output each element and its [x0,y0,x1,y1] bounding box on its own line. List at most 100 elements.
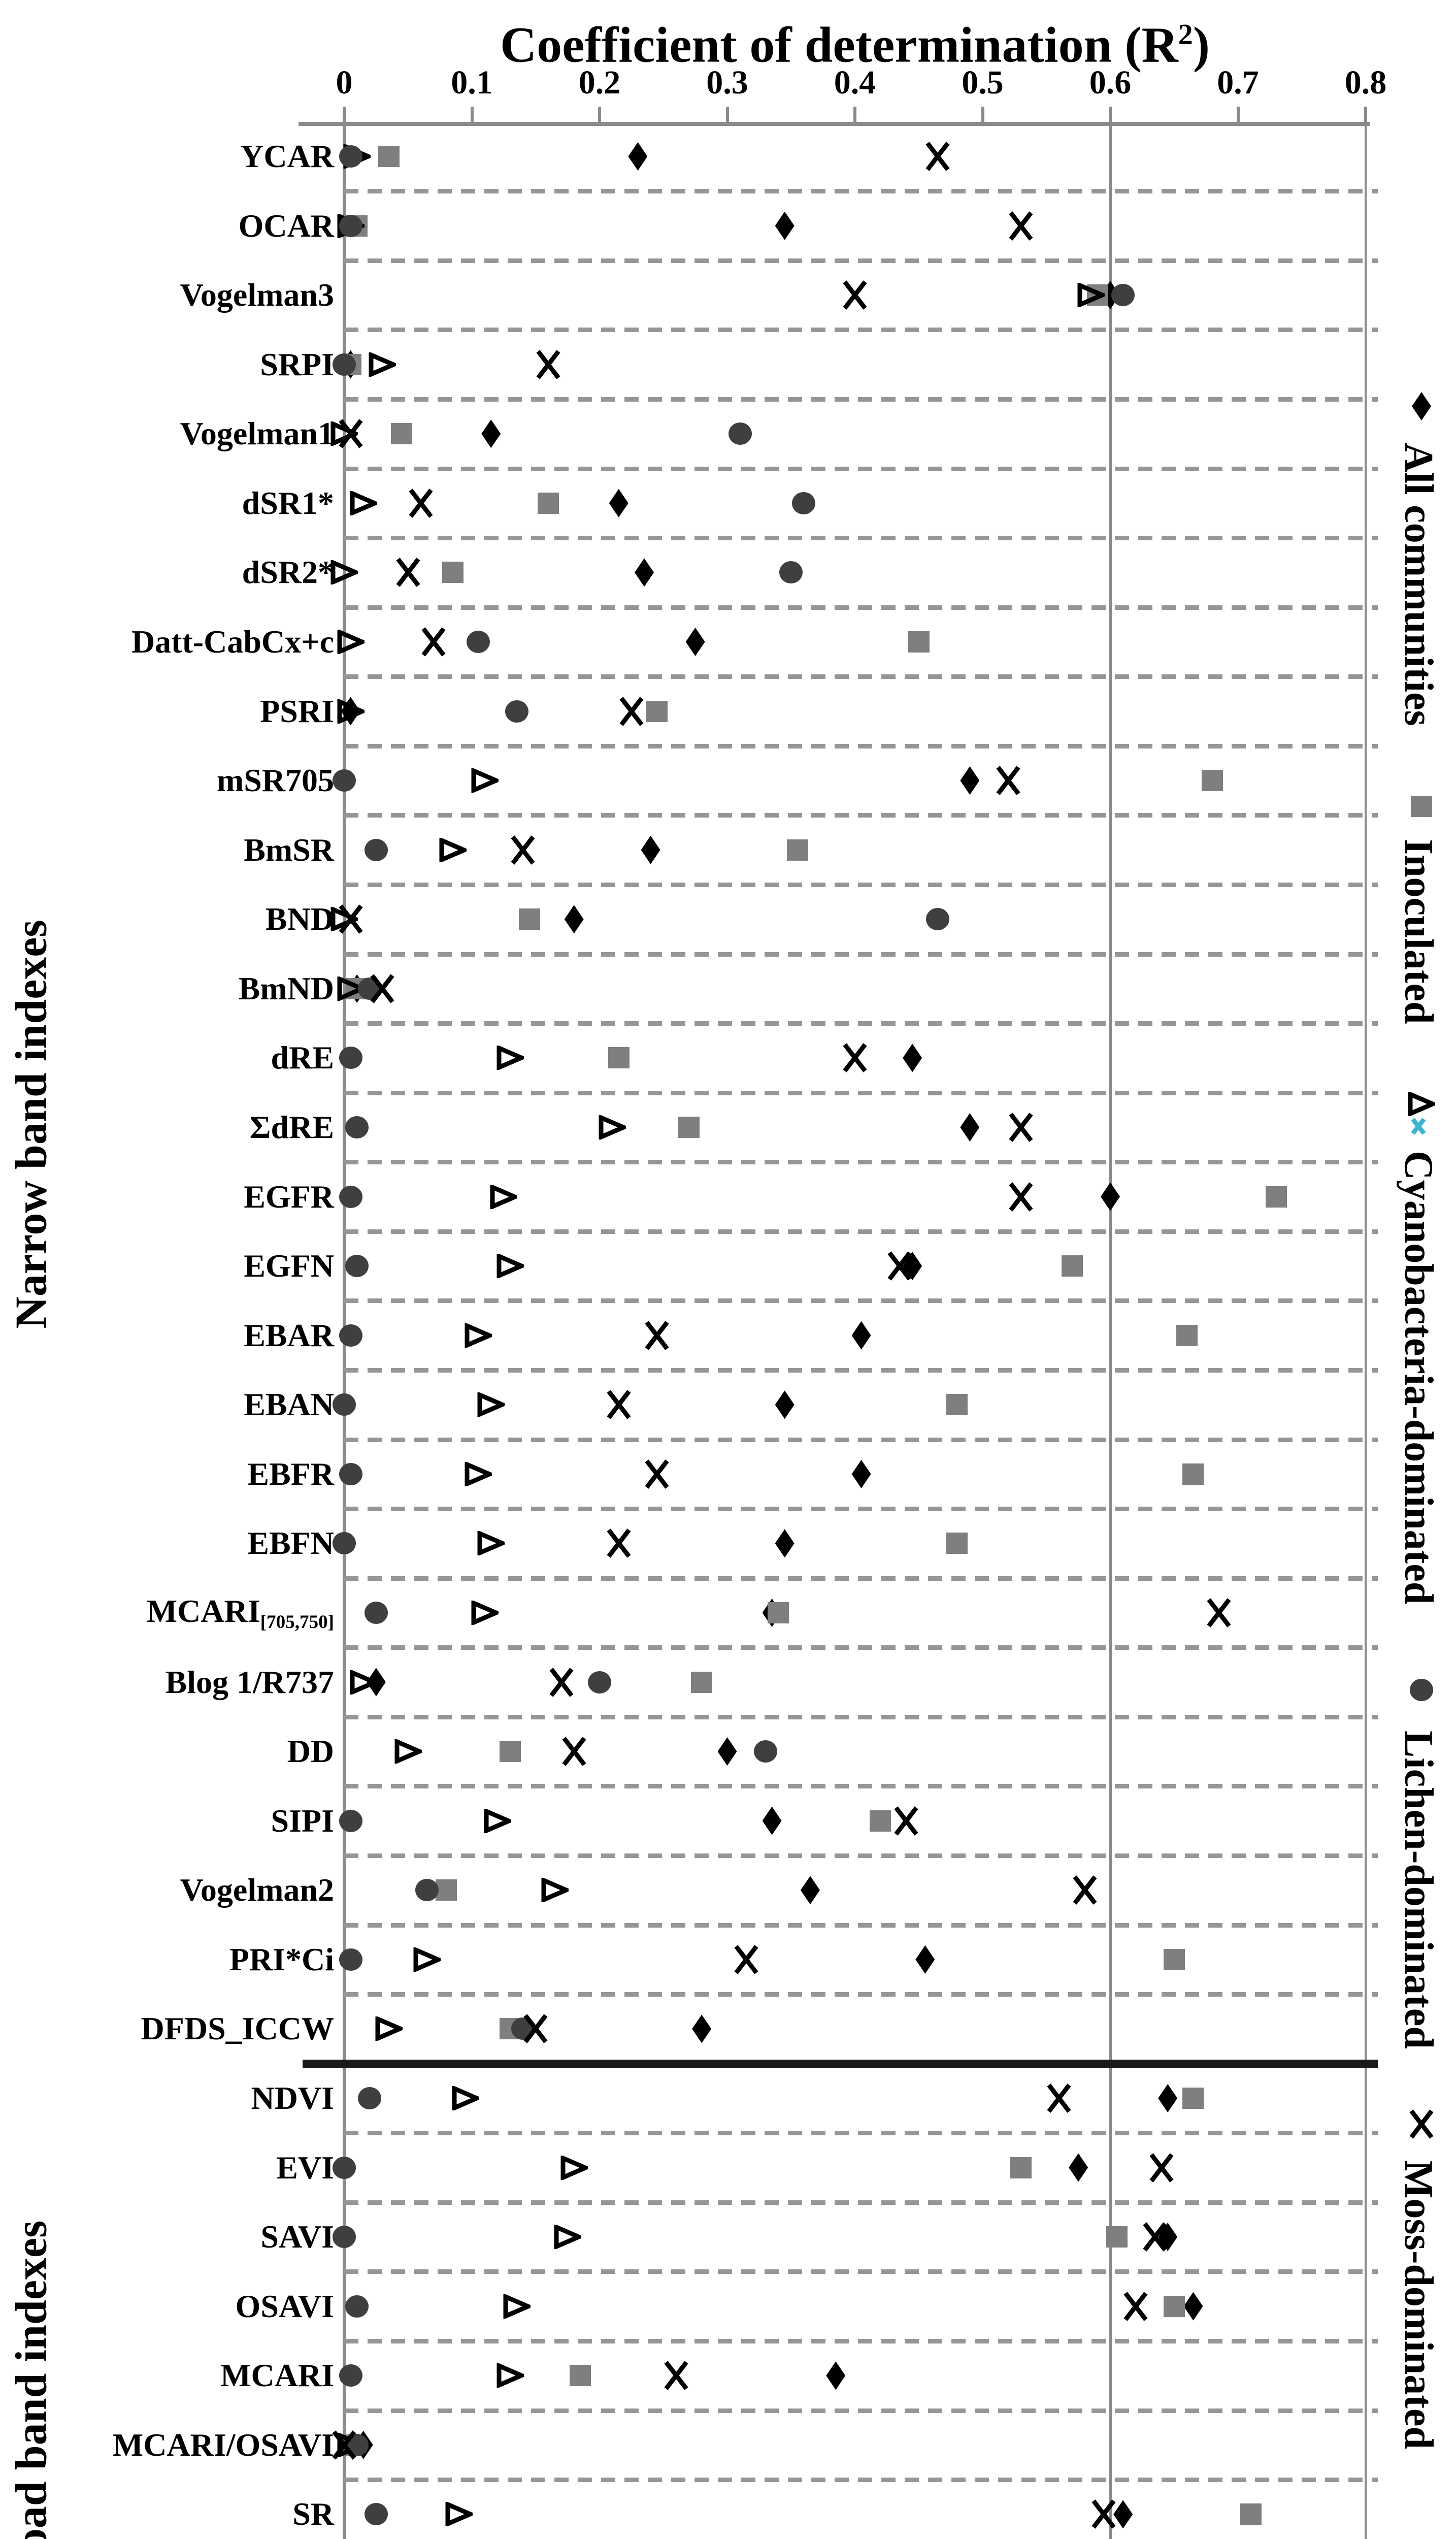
row-separator [344,2131,1378,2136]
data-point-open-triangle-right [497,1046,524,1070]
data-point-circle [364,838,388,861]
row-label: SR [292,2496,334,2532]
row-label: SAVI [260,2219,334,2255]
data-point-circle [358,2087,382,2109]
data-point-circle [339,1047,362,1069]
data-point-open-triangle-right [490,1184,518,1209]
data-point-circle [339,1809,362,1832]
data-point-open-triangle-right [413,1947,441,1972]
legend-label: Inoculated [1396,839,1441,1024]
data-point-x-cross [1072,1875,1098,1905]
data-point-circle [505,700,528,723]
row-label: Blog 1/R737 [165,1664,334,1700]
row-label: ΣdRE [249,1109,334,1145]
data-point-diamond [1158,2084,1178,2112]
row-label: MCARI [220,2357,334,2394]
row-label: EBAR [244,1317,334,1353]
data-point-circle [333,353,356,376]
data-point-square [1106,2226,1128,2248]
row-separator [344,2269,1378,2274]
row-label: mSR705 [216,762,334,799]
data-point-open-triangle-right [541,1878,569,1903]
data-point-square [436,1879,457,1901]
data-point-x-cross [886,1251,913,1281]
row-separator [344,397,1378,402]
narrow-broad-separator [303,2059,1378,2068]
row-separator [344,2478,1378,2483]
row-separator [344,1090,1378,1095]
chart-title-suffix: ) [1193,16,1210,73]
x-axis-tick [598,107,601,123]
x-axis-tick [725,107,729,123]
row-separator [344,1784,1378,1789]
row-label: NDVI [251,2079,334,2116]
data-point-x-cross [606,1390,632,1419]
row-separator [344,1923,1378,1928]
data-point-diamond [960,1113,980,1142]
data-point-square [1182,2087,1204,2109]
row-separator [344,1298,1378,1304]
data-point-open-triangle-right [350,491,377,515]
data-point-diamond [717,1737,737,1766]
x-axis-tick [343,107,346,123]
data-point-diamond [762,1806,782,1835]
row-separator [344,466,1378,471]
data-point-square [608,1047,630,1069]
data-point-open-triangle-right [560,2155,588,2180]
x-axis-tick [1109,107,1112,123]
data-point-diamond [851,1459,871,1488]
row-separator [344,674,1378,679]
data-point-diamond [692,2014,712,2043]
x-axis-tick-label: 0 [336,64,353,101]
data-point-x-cross [733,1945,759,1974]
row-label: EGFR [244,1178,334,1215]
row-label: dSR2* [242,554,334,591]
row-separator [344,1645,1378,1650]
legend-marker-circle [1410,1679,1433,1701]
data-point-diamond [851,1321,871,1350]
row-label: SRPI [260,346,334,382]
data-point-x-cross [420,627,447,657]
x-axis-tick [853,107,856,123]
data-point-open-triangle-right [369,352,396,377]
data-point-circle [345,2295,369,2318]
data-point-open-triangle-right [484,1808,511,1833]
legend-marker-square [1411,796,1432,817]
data-point-x-cross [522,2014,549,2044]
x-axis-tick [981,107,984,123]
data-point-square [678,1116,700,1138]
data-point-square [1163,1948,1185,1970]
data-point-x-cross [995,766,1021,795]
legend-marker-open-triangle-right [1408,1092,1435,1116]
data-point-circle [333,1393,356,1416]
row-separator [344,813,1378,818]
data-point-diamond [635,558,654,587]
chart-title: Coefficient of determination (R2) [344,4,1366,73]
data-point-diamond [775,1390,795,1419]
data-point-square [391,423,413,445]
data-point-x-cross [535,349,561,379]
x-axis-tick-label: 0.5 [962,64,1004,101]
x-axis-top-line [299,122,1370,126]
data-point-x-cross [1046,2084,1072,2113]
data-point-circle [339,1324,362,1347]
data-point-open-triangle-right [477,1392,505,1417]
data-point-circle [926,908,950,931]
data-point-square [1163,2295,1185,2317]
row-label: EBAN [244,1386,334,1423]
row-label: BmND [238,970,334,1006]
data-point-square [1202,770,1223,792]
data-point-diamond [960,766,980,795]
row-label: EBFN [247,1525,334,1561]
row-label: EVI [276,2149,334,2186]
data-point-square [768,1602,789,1623]
row-label: EBFR [247,1455,334,1492]
row-separator [344,536,1378,541]
data-point-x-cross [644,1459,670,1489]
data-point-diamond [609,489,628,517]
data-point-diamond [800,1876,820,1905]
data-point-diamond [564,905,584,934]
data-point-circle [339,214,362,237]
reference-line-0_6 [1109,126,1112,2539]
data-point-x-cross [561,1737,587,1766]
